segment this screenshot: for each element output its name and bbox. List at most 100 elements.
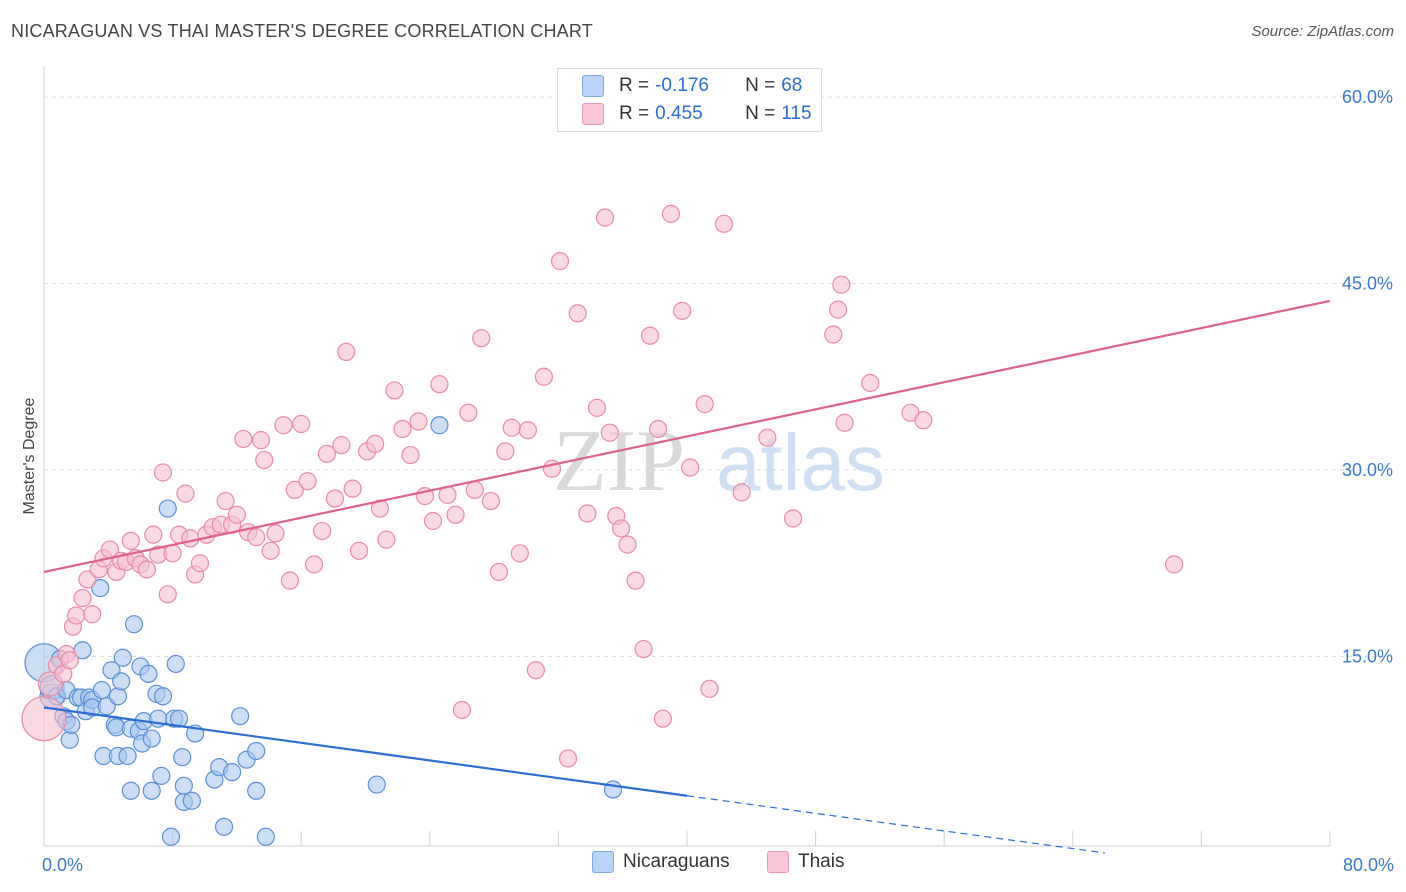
thai-point xyxy=(73,588,92,608)
thai-point xyxy=(227,505,246,524)
nicaraguan-point xyxy=(247,781,266,800)
nicaraguan-point xyxy=(169,709,189,728)
y-tick-label: 45.0% xyxy=(1342,274,1393,294)
legend-n-value: 115 xyxy=(781,103,812,124)
thai-point xyxy=(60,651,79,670)
legend-swatch-pink xyxy=(582,103,604,125)
thai-point xyxy=(261,541,280,560)
nicaraguan-point xyxy=(142,781,161,800)
nicaraguan-point xyxy=(256,827,275,846)
thai-point xyxy=(280,571,300,590)
legend-r-value: -0.176 xyxy=(655,75,709,96)
thai-trendline xyxy=(43,299,1331,574)
thai-point xyxy=(481,491,500,511)
thai-point xyxy=(153,463,173,482)
thai-point xyxy=(550,252,570,271)
thai-point xyxy=(1164,555,1184,574)
thai-point xyxy=(393,419,412,439)
thai-point xyxy=(558,749,578,768)
points-layer xyxy=(21,204,1184,846)
thai-point xyxy=(832,275,851,294)
chart-title: NICARAGUAN VS THAI MASTER'S DEGREE CORRE… xyxy=(11,21,593,41)
thai-point xyxy=(274,416,293,435)
nicaraguan-point xyxy=(214,817,234,836)
nicaraguan-point xyxy=(139,664,158,684)
legend-row-nicaraguans: R = -0.176 N = 68 xyxy=(582,74,802,98)
nicaraguan-point xyxy=(108,687,128,706)
thai-point xyxy=(446,505,465,524)
thai-point xyxy=(626,571,645,590)
thai-point xyxy=(409,412,428,431)
legend-row-thais: R = 0.455 N = 115 xyxy=(582,102,812,126)
thai-point xyxy=(158,585,177,604)
thai-point xyxy=(681,458,700,477)
grid-layer xyxy=(44,96,1394,657)
thai-point xyxy=(234,429,253,449)
thai-point xyxy=(673,301,692,320)
thai-point xyxy=(634,639,653,659)
y-tick-label: 30.0% xyxy=(1342,460,1393,480)
thai-point xyxy=(312,521,332,541)
thai-point xyxy=(518,421,537,440)
thai-point xyxy=(534,367,554,386)
nicaraguan-point xyxy=(367,775,386,794)
label-layer: 15.0% 30.0% 45.0% 60.0% 0.0% 80.0% Master's De… xyxy=(21,87,1394,875)
bottom-legend-swatch-pink xyxy=(767,851,789,873)
thai-point xyxy=(292,414,311,434)
thai-point xyxy=(144,525,163,544)
nicaraguan-point xyxy=(158,499,177,518)
thai-point xyxy=(251,431,271,450)
thai-point xyxy=(661,204,681,223)
thai-point xyxy=(600,423,619,442)
nicaraguan-point xyxy=(603,780,623,799)
nicaraguan-point xyxy=(166,654,185,674)
thai-point xyxy=(332,436,351,455)
thai-point xyxy=(349,541,369,560)
nicaraguan-point xyxy=(152,766,171,785)
thai-point xyxy=(595,208,615,227)
thai-point xyxy=(423,511,443,531)
nicaraguan-point xyxy=(124,615,144,634)
thai-point xyxy=(190,554,210,573)
thai-point xyxy=(163,544,182,563)
thai-point xyxy=(67,606,86,625)
thai-point xyxy=(121,531,140,550)
thai-point xyxy=(137,560,156,579)
thai-point xyxy=(578,504,597,523)
thai-point xyxy=(343,479,362,498)
thai-point xyxy=(285,480,304,499)
stats-legend: R = -0.176 N = 68 R = 0.455 N = 115 xyxy=(557,68,822,132)
nicaraguan-trendline xyxy=(43,706,688,797)
y-tick-label: 60.0% xyxy=(1342,87,1393,107)
thai-point xyxy=(695,395,714,414)
bottom-legend-label: Nicaraguans xyxy=(623,851,730,872)
thai-point xyxy=(317,444,337,463)
nicaraguan-point xyxy=(222,763,242,782)
legend-swatch-blue xyxy=(582,75,604,97)
nicaraguan-point xyxy=(161,827,181,846)
thai-point xyxy=(247,528,266,547)
thai-point xyxy=(732,483,751,502)
thai-point xyxy=(489,562,509,582)
thai-point xyxy=(648,419,668,439)
thai-point xyxy=(700,679,719,698)
thai-point xyxy=(337,342,356,361)
y-tick-label: 15.0% xyxy=(1342,647,1393,667)
thai-point xyxy=(83,605,102,624)
thai-point xyxy=(653,709,672,728)
thai-point xyxy=(783,509,803,528)
thai-point xyxy=(829,300,848,319)
thai-point xyxy=(526,661,545,680)
nicaraguan-point xyxy=(118,746,137,766)
axis-layer xyxy=(43,66,1331,847)
thai-point xyxy=(611,519,631,538)
thai-point xyxy=(255,450,274,470)
nicaraguan-point xyxy=(173,748,192,767)
thai-point xyxy=(216,491,235,511)
bottom-legend-label: Thais xyxy=(798,851,845,872)
thai-point xyxy=(181,529,200,548)
thai-point xyxy=(835,413,854,432)
thai-point xyxy=(459,403,478,422)
nicaraguan-point xyxy=(142,729,161,748)
legend-r-label: R = xyxy=(619,75,650,96)
